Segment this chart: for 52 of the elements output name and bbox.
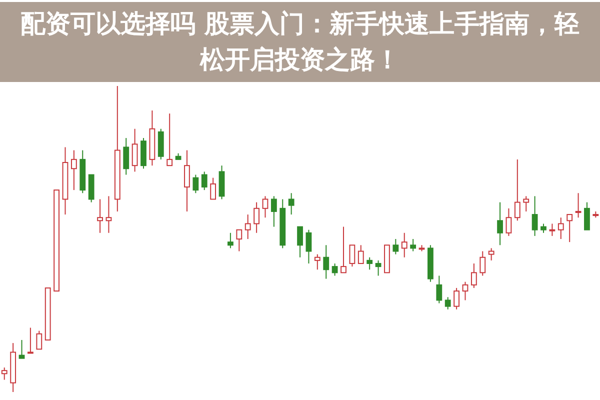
candlestick (123, 138, 130, 176)
candlestick (436, 275, 442, 304)
candlestick (254, 202, 260, 234)
candlestick (514, 158, 520, 222)
candlestick (132, 128, 138, 172)
candlestick (323, 244, 330, 280)
candlestick (470, 262, 477, 288)
candlestick (36, 330, 42, 350)
candlestick (392, 238, 399, 255)
candlestick (270, 196, 277, 228)
candlestick (201, 171, 208, 191)
candlestick (340, 226, 346, 274)
chart-title: 配资可以选择吗 股票入门：新手快速上手指南，轻松开启投资之路！ (20, 8, 580, 76)
candlestick (262, 196, 268, 218)
candlestick (540, 223, 546, 234)
candlestick (523, 196, 530, 212)
candlestick (244, 214, 251, 240)
candlestick (366, 256, 373, 270)
candlestick (97, 198, 103, 234)
candlestick (288, 192, 294, 216)
candlestick (358, 244, 364, 264)
candlestick (18, 339, 25, 359)
candlestick (558, 217, 564, 240)
candlestick (349, 244, 356, 268)
candlestick (444, 296, 451, 310)
candlestick (306, 229, 312, 264)
candlestick (375, 260, 382, 276)
candlestick (410, 238, 416, 252)
candlestick (228, 232, 234, 249)
candlestick (584, 202, 590, 230)
candlestick (462, 281, 468, 301)
candlestick (532, 196, 538, 236)
candlestick (497, 202, 503, 246)
candlestick (210, 177, 216, 200)
candlestick (28, 327, 34, 354)
candlestick (106, 196, 112, 234)
candlestick (192, 174, 199, 194)
candlestick (332, 262, 338, 276)
candlestick (166, 113, 173, 166)
candlestick (488, 248, 494, 261)
candlestick (184, 150, 190, 212)
candlestick (575, 192, 582, 218)
candlestick (480, 250, 486, 276)
candlestick (454, 287, 460, 310)
candlestick (549, 223, 556, 236)
candlestick (566, 214, 573, 243)
candlestick (70, 150, 77, 191)
candlestick (236, 229, 242, 252)
candlestick (506, 208, 512, 236)
candlestick (314, 254, 320, 270)
candlestick (401, 232, 408, 258)
candlestick (297, 226, 303, 258)
